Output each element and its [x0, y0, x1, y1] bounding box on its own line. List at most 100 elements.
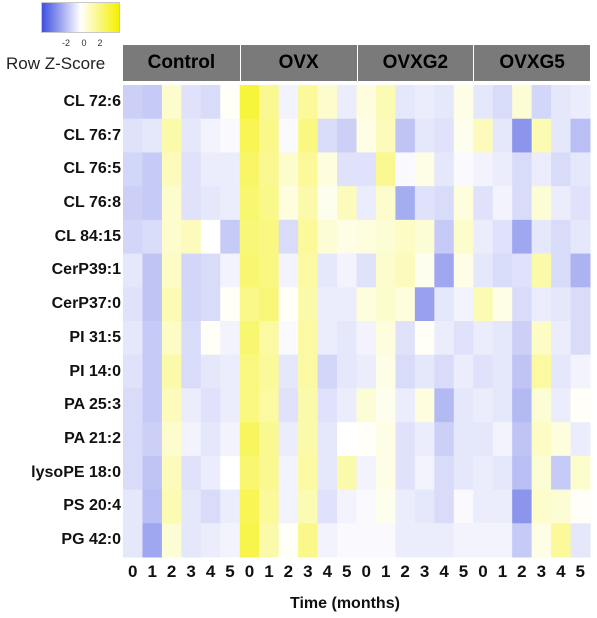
heatmap-cell — [531, 85, 552, 120]
row-label: PS 20:4 — [63, 497, 121, 515]
heatmap-cell — [512, 85, 533, 120]
heatmap-cell — [492, 422, 513, 457]
heatmap-cell — [473, 354, 494, 389]
heatmap-cell — [512, 523, 533, 558]
heatmap-cell — [161, 321, 182, 356]
heatmap-cell — [473, 388, 494, 423]
heatmap-cell — [123, 388, 143, 423]
heatmap-cell — [278, 253, 299, 288]
heatmap-cell — [142, 455, 163, 491]
heatmap-cell — [278, 85, 299, 120]
heatmap-cell — [239, 489, 260, 524]
heatmap-cell — [492, 152, 513, 187]
column-label: 4 — [556, 562, 566, 581]
heatmap-cell — [317, 354, 338, 389]
heatmap-cell — [531, 388, 552, 423]
heatmap-cell — [414, 85, 435, 120]
heatmap-cell — [395, 219, 416, 255]
heatmap-cell — [551, 321, 572, 356]
heatmap-cell — [161, 152, 182, 187]
heatmap-cell — [337, 523, 357, 558]
color-key-tick: 2 — [97, 38, 103, 48]
heatmap-cell — [395, 354, 416, 389]
heatmap-cell — [453, 422, 474, 457]
heatmap-cell — [570, 354, 591, 389]
heatmap-cell — [512, 152, 533, 187]
heatmap-cell — [434, 219, 455, 255]
column-label: 0 — [478, 562, 488, 581]
row-label: lysoPE 18:0 — [31, 463, 121, 481]
heatmap-cell — [395, 455, 416, 491]
heatmap-cell — [181, 388, 202, 423]
heatmap-cell — [356, 152, 377, 187]
heatmap-cell — [434, 287, 455, 322]
heatmap-cell — [123, 85, 143, 120]
heatmap-cell — [570, 455, 591, 491]
column-label: 2 — [517, 562, 527, 581]
heatmap-cell — [123, 152, 143, 187]
heatmap-cell — [395, 422, 416, 457]
heatmap-cell — [278, 186, 299, 221]
heatmap-cell — [278, 152, 299, 187]
heatmap-cell — [181, 287, 202, 322]
heatmap-cell — [259, 321, 280, 356]
column-label: 3 — [419, 562, 430, 581]
group-header: OVXG5 — [474, 45, 590, 81]
heatmap-cell — [453, 321, 474, 356]
heatmap-cell — [453, 85, 474, 120]
column-label: 0 — [361, 562, 371, 581]
heatmap-cell — [161, 354, 182, 389]
heatmap-cell — [570, 186, 591, 221]
heatmap-cell — [570, 253, 591, 288]
heatmap-cell — [395, 388, 416, 423]
heatmap-cell — [492, 489, 513, 524]
heatmap-cell — [434, 85, 455, 120]
heatmap-cell — [473, 321, 494, 356]
heatmap-cell — [395, 523, 416, 558]
heatmap-cell — [278, 422, 299, 457]
row-label: PA 25:3 — [64, 396, 121, 414]
heatmap-cell — [317, 523, 338, 558]
heatmap-cell — [123, 455, 143, 491]
heatmap-cell — [181, 422, 202, 457]
heatmap-cell — [317, 388, 338, 423]
heatmap-cell — [220, 219, 241, 255]
heatmap-cell — [142, 321, 163, 356]
heatmap-cell — [473, 422, 494, 457]
heatmap-cell — [375, 85, 396, 120]
heatmap-cell — [337, 388, 357, 423]
heatmap-cell — [298, 523, 319, 558]
column-label: 0 — [127, 562, 138, 581]
heatmap-cell — [356, 489, 377, 524]
heatmap-cell — [337, 253, 357, 288]
row-label: CL 76:8 — [63, 194, 121, 211]
heatmap-cell — [570, 287, 591, 322]
heatmap-cell — [453, 219, 474, 255]
heatmap-cell — [473, 152, 494, 187]
heatmap-cell — [161, 287, 182, 322]
heatmap-cell — [142, 152, 163, 187]
color-key-title: Row Z-Score — [6, 54, 106, 73]
heatmap-cell — [123, 354, 143, 389]
column-label: 2 — [166, 562, 177, 581]
heatmap-cell — [181, 186, 202, 221]
heatmap-cell — [161, 523, 182, 558]
heatmap-cell — [200, 152, 221, 187]
x-axis-label: Time (months) — [290, 595, 400, 612]
heatmap-cell — [220, 388, 241, 423]
heatmap-cell — [531, 186, 552, 221]
column-label: 2 — [400, 562, 410, 581]
heatmap-cell — [161, 388, 182, 423]
heatmap-cell — [453, 388, 474, 423]
column-label: 1 — [147, 562, 157, 581]
heatmap-cell — [123, 253, 143, 288]
heatmap-cell — [298, 118, 319, 153]
heatmap-cell — [512, 186, 533, 221]
heatmap-cell — [375, 388, 396, 423]
row-label: PA 21:2 — [64, 430, 121, 447]
heatmap-cell — [512, 219, 533, 255]
heatmap-cell — [375, 253, 396, 288]
group-header: OVX — [240, 45, 357, 81]
heatmap-cell — [298, 219, 319, 255]
